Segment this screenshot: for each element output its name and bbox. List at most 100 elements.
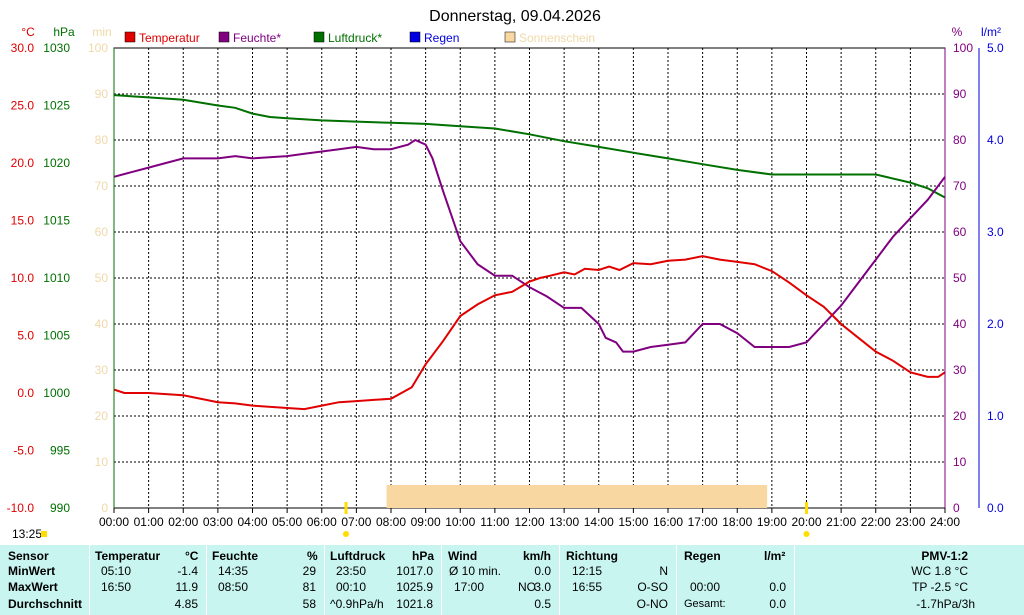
humidity-max-value: 81 [302, 580, 316, 594]
humidity-tick-label: 40 [953, 317, 967, 331]
rain-max-value: 0.0 [769, 580, 786, 594]
x-tick-label: 17:00 [688, 515, 718, 529]
legend-label: Luftdruck* [328, 31, 382, 45]
sunshine-tick-label: 30 [95, 363, 109, 377]
sunshine-tick-label: 70 [95, 179, 109, 193]
sunshine-tick-label: 90 [95, 87, 109, 101]
current-time-label: 13:25 [12, 527, 42, 541]
pmv-header: PMV-1:2 [921, 549, 968, 563]
x-tick-label: 07:00 [341, 515, 371, 529]
sun-marker-dot [803, 531, 810, 537]
x-tick-label: 15:00 [618, 515, 648, 529]
current-time-marker [41, 531, 47, 537]
rain-header: Regen [684, 549, 721, 563]
pressure-trend: ^0.9hPa/h [330, 597, 384, 611]
wind-unit: km/h [523, 549, 552, 563]
axis-tick-labels: 30.025.020.015.010.05.00.0-5.0-10.0°C103… [7, 25, 1004, 515]
legend-label: Temperatur [139, 31, 200, 45]
wind-header: Wind [448, 549, 478, 563]
chart-title: Donnerstag, 09.04.2026 [429, 8, 601, 25]
sunshine-tick-label: 60 [95, 225, 109, 239]
sunshine-tick-label: 10 [95, 455, 109, 469]
direction-min-time: 12:15 [572, 564, 603, 578]
row-label-max: MaxWert [8, 580, 58, 594]
rain-tick-label: 4.0 [987, 133, 1004, 147]
temperature-max-value: 11.9 [175, 580, 198, 594]
humidity-header: Feuchte [212, 549, 259, 563]
x-tick-label: 13:00 [549, 515, 579, 529]
pressure-tick-label: 1025 [43, 99, 70, 113]
wind-avg-value: 0.5 [534, 597, 551, 611]
wind-max-value: 3.0 [534, 580, 551, 594]
temperature-unit-label: °C [21, 25, 35, 39]
pressure-tick-label: 1000 [43, 386, 70, 400]
sunshine-tick-label: 20 [95, 409, 109, 423]
pressure-tick-label: 1030 [43, 41, 70, 55]
temperature-tick-label: -5.0 [13, 444, 34, 458]
x-tick-label: 02:00 [168, 515, 198, 529]
humidity-tick-label: 90 [953, 87, 967, 101]
sunshine-bars [386, 485, 768, 508]
sunshine-tick-label: 0 [101, 501, 108, 515]
wind-min-label: Ø 10 min. [449, 564, 502, 578]
temperature-header: Temperatur [95, 549, 161, 563]
pressure-tick-label: 1005 [43, 329, 70, 343]
pmv-wc: WC 1.8 °C [911, 564, 968, 578]
sun-marker-dot [342, 531, 349, 537]
rain-tick-label: 0.0 [987, 501, 1004, 515]
row-label-sensor: Sensor [8, 549, 49, 563]
temperature-max-time: 16:50 [101, 580, 132, 594]
legend-swatch [124, 31, 136, 43]
humidity-tick-label: 70 [953, 179, 967, 193]
x-tick-label: 21:00 [826, 515, 856, 529]
legend: Temperatur Feuchte* Luftdruck* Regen Sonnens… [124, 31, 595, 45]
temperature-tick-label: 30.0 [11, 41, 35, 55]
x-axis-ticks: 00:00 01:00 02:00 03:00 04:00 05:00 06:00 07:00… [99, 508, 960, 529]
temperature-line [113, 255, 946, 411]
x-tick-label: 04:00 [237, 515, 267, 529]
x-tick-label: 24:00 [930, 515, 960, 529]
temperature-tick-label: 5.0 [17, 329, 34, 343]
row-label-avg: Durchschnitt [8, 597, 83, 611]
x-tick-label: 05:00 [272, 515, 302, 529]
pressure-min-value: 1017.0 [396, 564, 433, 578]
pressure-max-time: 00:10 [336, 580, 367, 594]
x-tick-label: 12:00 [514, 515, 544, 529]
rain-total-value: 0.0 [769, 597, 786, 611]
humidity-tick-label: 50 [953, 271, 967, 285]
pressure-tick-label: 995 [50, 444, 70, 458]
weather-chart: 30.025.020.015.010.05.00.0-5.0-10.0°C103… [7, 8, 1004, 541]
rain-unit: l/m² [764, 549, 786, 563]
x-tick-label: 11:00 [480, 515, 509, 529]
x-tick-label: 03:00 [203, 515, 233, 529]
sunshine-tick-label: 80 [95, 133, 109, 147]
legend-swatch [409, 31, 421, 43]
x-tick-label: 18:00 [722, 515, 752, 529]
legend-swatch [218, 31, 230, 43]
x-tick-label: 22:00 [861, 515, 891, 529]
pressure-line [113, 94, 946, 199]
rain-tick-label: 5.0 [987, 41, 1004, 55]
x-tick-label: 09:00 [411, 515, 441, 529]
sun-markers [342, 502, 810, 537]
pressure-tick-label: 1020 [43, 156, 70, 170]
rain-tick-label: 1.0 [987, 409, 1004, 423]
humidity-tick-label: 30 [953, 363, 967, 377]
humidity-tick-label: 80 [953, 133, 967, 147]
temperature-unit: °C [185, 549, 199, 563]
x-tick-label: 08:00 [376, 515, 406, 529]
legend-label: Sonnenschein [519, 31, 595, 45]
temperature-tick-label: 15.0 [11, 214, 35, 228]
sunshine-tick-label: 40 [95, 317, 109, 331]
rain-total-label: Gesamt: [684, 598, 726, 610]
direction-avg-value: O-NO [636, 597, 668, 611]
temperature-tick-label: 25.0 [11, 99, 35, 113]
pressure-tick-label: 1015 [43, 214, 70, 228]
x-tick-label: 06:00 [307, 515, 337, 529]
rain-tick-label: 2.0 [987, 317, 1004, 331]
temperature-min-time: 05:10 [101, 564, 132, 578]
temperature-tick-label: 10.0 [11, 271, 35, 285]
temperature-tick-label: 0.0 [17, 386, 34, 400]
direction-header: Richtung [566, 549, 618, 563]
legend-swatch [504, 31, 516, 43]
